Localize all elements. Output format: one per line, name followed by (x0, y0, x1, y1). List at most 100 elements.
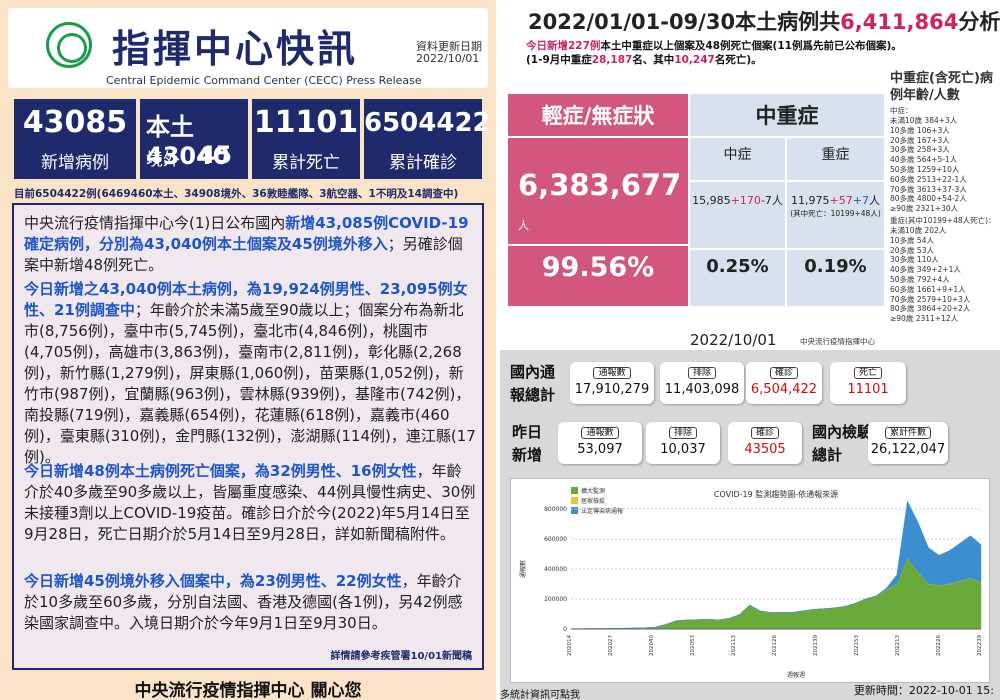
x-tick-label: 202226 (936, 635, 942, 656)
deaths-label: 累計死亡 (272, 153, 340, 173)
title-pre: 2022/01/01-09/30本土病例共 (528, 10, 841, 34)
y-excluded-value: 10,037 (660, 442, 706, 457)
age-severe-row: 50多歲 792+4人 (890, 274, 950, 284)
note2-e: 名死亡)。 (714, 54, 762, 66)
case-breakdown-note: 目前6504422例(6469460本土、34908境外、36敦睦艦隊、3航空器… (14, 188, 459, 200)
age-severe-row: 20多歲 53人 (890, 245, 934, 255)
excluded-value: 11,403,098 (664, 382, 740, 397)
confirmed-value-r: 6,504,422 (750, 382, 818, 397)
deaths-label-r: 死亡 (853, 367, 882, 379)
update-date-label: 資料更新日期 (416, 40, 482, 53)
x-tick-label: 202126 (772, 635, 778, 656)
stat-confirmed: 6504422 累計確診 (364, 99, 491, 179)
confirmed-label-r: 確診 (769, 367, 798, 379)
age-breakdown: 中重症(含死亡)病例年齡/人數 中症： 未滿10歲 384+3人 10多歲 106… (890, 70, 998, 360)
title-number: 6,411,864 (840, 10, 959, 34)
legend-label: 法定傳染病通報 (581, 507, 623, 515)
update-time: 更新時間：2022-10-01 15: (853, 684, 994, 697)
title-post: 分析 (958, 10, 1000, 34)
p2-highlight: 今日新增之43,040例本土病例，為19,924例男性、23,095例女性、21… (24, 280, 468, 319)
card-test-count: 累計件數 26,122,047 (868, 422, 948, 464)
mild-count: 6,383,677 人 (518, 168, 688, 236)
legend-label: 居家檢疫 (581, 497, 605, 505)
analysis-date: 2022/10/01 (690, 331, 777, 349)
confirmed-label: 累計確診 (389, 153, 457, 173)
excluded-label: 排除 (687, 367, 716, 379)
severe-plus: +57 (829, 194, 853, 207)
mild-percent: 99.56% (541, 252, 655, 283)
y-tick-label: 200000 (544, 596, 567, 603)
update-date: 2022/10/01 (416, 52, 480, 65)
moderate-base: 15,985 (692, 194, 731, 207)
y-tick-label: 400000 (544, 566, 567, 573)
x-tick-label: 202040 (649, 635, 655, 656)
paragraph-2: 今日新增之43,040例本土病例，為19,924例男性、23,095例女性、21… (24, 279, 476, 468)
x-tick-label: 202153 (854, 635, 860, 656)
legend-swatch (571, 487, 578, 494)
y-tick-label: 0 (563, 626, 567, 633)
stat-deaths: 11101 累計死亡 (252, 99, 360, 179)
age-severe-title: 重症(其中10199+48人死亡)： (890, 215, 996, 225)
moderate-plus: +170 (730, 194, 761, 207)
p1-text-end: ；另確診個案中新增48例死亡。 (24, 235, 463, 274)
y-confirmed-value: 43505 (744, 442, 786, 457)
paragraph-1: 中央流行疫情指揮中心今(1)日公布國內新增43,085例COVID-19確定病例… (24, 213, 476, 276)
severe-base: 11,975 (791, 194, 830, 207)
moderate-column: 中症 15,985+170-7人 0.25% (690, 138, 787, 306)
paragraph-3: 今日新增48例本土病例死亡個案，為32例男性、16例女性，年齡介於40多歲至90… (24, 461, 476, 545)
deaths-value: 11101 (253, 105, 359, 140)
note1-text: 本土中重症以上個案及48例死亡個案(11例爲先前已公布個案)。 (600, 40, 902, 52)
p2-text: ；年齡介於未滿5歲至90歲以上；個案分布為新北市(8,756例)，臺中市(5,7… (24, 301, 476, 466)
card-y-excluded: 排除 10,037 (646, 422, 720, 464)
age-severe-list: 未滿10歲 202人 10多歲 54人 20多歲 53人 30多歲 110人 40多歲 … (890, 226, 998, 324)
moderate-count: 15,985+170-7人 (690, 192, 785, 208)
footer-text: 中央流行疫情指揮中心 關心您 (134, 681, 362, 700)
yesterday-label: 昨日新增 (512, 423, 543, 464)
age-moderate-row: 60多歲 2513+22-1人 (890, 174, 967, 184)
note1-highlight: 今日新增227例 (526, 40, 601, 52)
severe-percent: 0.19% (804, 256, 867, 277)
p1-highlight: 新增43,085例COVID-19確定病例，分別為43,040例本土個案及45例… (24, 214, 469, 253)
age-moderate-row: 20多歲 167+3人 (890, 135, 950, 145)
x-axis-label: 週報週 (787, 671, 805, 679)
legend-swatch (571, 507, 578, 514)
imported-label: 境外 (146, 150, 180, 170)
reported-value: 17,910,279 (574, 382, 650, 397)
age-severe-row: 30多歲 110人 (890, 255, 939, 265)
x-tick-label: 202113 (731, 635, 737, 656)
p1-text: 中央流行疫情指揮中心今(1)日公布國內 (24, 214, 286, 232)
moderate-label: 中症 (723, 147, 752, 163)
age-severe-row: 10多歲 54人 (890, 235, 934, 245)
p3-highlight: 今日新增48例本土病例死亡個案，為32例男性、16例女性 (24, 462, 417, 480)
y-reported-label: 通報數 (581, 427, 619, 439)
severe-unit: 人 (868, 194, 880, 207)
note2-c: 名、其中 (632, 54, 675, 66)
age-moderate-row: 未滿10歲 384+3人 (890, 116, 958, 125)
age-severe-row: ≥90歲 2311+12人 (890, 314, 959, 324)
x-tick-label: 202139 (813, 635, 819, 656)
panel-divider (496, 0, 500, 700)
p3-text: ，年齡介於40多歲至90多歲以上，皆屬重度感染、44例具慢性病史、30例未接種3… (24, 462, 476, 543)
stat-domestic-imported: 本土43040 境外 45 (140, 99, 248, 179)
age-severe-row: 60多歲 1661+9+1人 (890, 284, 966, 294)
card-excluded: 排除 11,403,098 (660, 362, 744, 404)
age-moderate-row: 80多歲 4800+54-2人 (890, 194, 967, 204)
cecc-logo-icon (46, 22, 92, 68)
card-confirmed: 確診 6,504,422 (746, 362, 822, 404)
moderate-percent: 0.25% (706, 256, 769, 277)
surveillance-chart: COVID-19 監測趨勢圖-依通報來源 擴大監測 居家檢疫 法定傳染病通報 0 2000… (510, 478, 990, 683)
mild-cases-box: 輕症/無症狀 6,383,677 人 99.56% (508, 94, 688, 306)
age-moderate-row: ≥90歲 2321+30人 (890, 204, 959, 214)
y-tick-label: 600000 (544, 536, 567, 543)
note2-d: 10,247 (674, 54, 715, 66)
x-tick-label: 202213 (895, 635, 901, 656)
test-total-label: 國內檢驗總計 (812, 423, 873, 464)
more-stats-link[interactable]: 多統計資訊可點我 (500, 690, 580, 700)
x-tick-label: 202053 (690, 635, 696, 656)
chart-title: COVID-19 監測趨勢圖-依通報來源 (714, 489, 838, 499)
x-tick-label: 202239 (977, 635, 983, 656)
stat-new-cases: 43085 新增病例 (14, 99, 136, 179)
legend-swatch (571, 497, 578, 504)
severe-plus-2: +7 (852, 194, 869, 207)
